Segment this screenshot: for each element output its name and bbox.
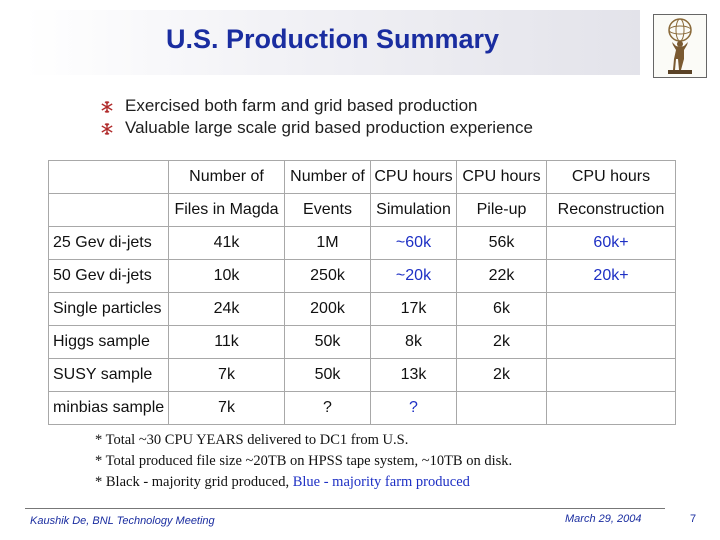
row-label: minbias sample <box>48 391 169 425</box>
header-cell: CPU hours <box>370 160 457 194</box>
header-cell: Simulation <box>370 193 457 227</box>
page-number: 7 <box>690 513 697 525</box>
header-cell <box>48 193 169 227</box>
note-line: * Black - majority grid produced, Blue -… <box>95 472 512 493</box>
table-cell: ~20k <box>370 259 457 293</box>
header-cell: Reconstruction <box>546 193 676 227</box>
bullet-item: Exercised both farm and grid based produ… <box>100 95 533 117</box>
footer-date: March 29, 2004 <box>565 513 642 525</box>
row-label: 25 Gev di-jets <box>48 226 169 260</box>
table-cell: 200k <box>284 292 371 326</box>
table-cell: ? <box>284 391 371 425</box>
note-line: * Total ~30 CPU YEARS delivered to DC1 f… <box>95 432 409 448</box>
footer-divider <box>25 508 665 509</box>
atlas-logo-svg <box>668 18 692 74</box>
table-cell: 1M <box>284 226 371 260</box>
header-cell: CPU hours <box>546 160 676 194</box>
note-line: * Total produced file size ~20TB on HPSS… <box>95 453 513 469</box>
header-cell: Number of <box>168 160 285 194</box>
table-row: minbias sample 7k ? ? <box>48 391 676 425</box>
notes: * Total ~30 CPU YEARS delivered to DC1 f… <box>95 430 512 493</box>
table-cell: 17k <box>370 292 457 326</box>
table-cell: 22k <box>456 259 547 293</box>
table-row: Single particles 24k 200k 17k 6k <box>48 292 676 326</box>
table-cell: 11k <box>168 325 285 359</box>
bullet-text: Valuable large scale grid based producti… <box>125 118 533 137</box>
table-cell: 50k <box>284 358 371 392</box>
bullet-text: Exercised both farm and grid based produ… <box>125 96 478 115</box>
table-cell <box>456 391 547 425</box>
atlas-logo-icon <box>653 14 707 78</box>
bullet-list: Exercised both farm and grid based produ… <box>100 95 533 139</box>
table-cell: 250k <box>284 259 371 293</box>
header-cell: Number of <box>284 160 371 194</box>
table-cell: 24k <box>168 292 285 326</box>
row-label: SUSY sample <box>48 358 169 392</box>
production-summary-table: Number of Number of CPU hours CPU hours … <box>48 160 676 425</box>
table-cell: 50k <box>284 325 371 359</box>
row-label: Higgs sample <box>48 325 169 359</box>
table-header-row: Number of Number of CPU hours CPU hours … <box>48 160 676 194</box>
row-label: 50 Gev di-jets <box>48 259 169 293</box>
snowflake-bullet-icon <box>100 99 114 113</box>
table-cell: 13k <box>370 358 457 392</box>
table-cell <box>546 292 676 326</box>
table-cell: 2k <box>456 358 547 392</box>
table-cell: 60k+ <box>546 226 676 260</box>
table-cell: 6k <box>456 292 547 326</box>
header-cell: Pile-up <box>456 193 547 227</box>
row-label: Single particles <box>48 292 169 326</box>
table-cell: 7k <box>168 391 285 425</box>
table-cell: 7k <box>168 358 285 392</box>
table-cell: 41k <box>168 226 285 260</box>
footer-author: Kaushik De, BNL Technology Meeting <box>30 515 215 527</box>
table-row: SUSY sample 7k 50k 13k 2k <box>48 358 676 392</box>
title-bar: U.S. Production Summary <box>25 10 640 75</box>
table-cell: 2k <box>456 325 547 359</box>
note-blue-text: Blue - majority farm produced <box>292 474 470 490</box>
table-cell <box>546 358 676 392</box>
table-cell <box>546 391 676 425</box>
note-black-text: * Black - majority grid produced, <box>95 474 293 490</box>
table-cell: 56k <box>456 226 547 260</box>
header-cell: CPU hours <box>456 160 547 194</box>
table-cell <box>546 325 676 359</box>
table-header-row: Files in Magda Events Simulation Pile-up… <box>48 193 676 227</box>
table-cell: 8k <box>370 325 457 359</box>
slide-title: U.S. Production Summary <box>165 24 500 54</box>
snowflake-bullet-icon <box>100 121 114 135</box>
table-row: 50 Gev di-jets 10k 250k ~20k 22k 20k+ <box>48 259 676 293</box>
table-cell: 10k <box>168 259 285 293</box>
table-cell: ? <box>370 391 457 425</box>
header-cell <box>48 160 169 194</box>
header-cell: Files in Magda <box>168 193 285 227</box>
table-cell: ~60k <box>370 226 457 260</box>
header-cell: Events <box>284 193 371 227</box>
table-cell: 20k+ <box>546 259 676 293</box>
bullet-item: Valuable large scale grid based producti… <box>100 117 533 139</box>
table-row: Higgs sample 11k 50k 8k 2k <box>48 325 676 359</box>
table-row: 25 Gev di-jets 41k 1M ~60k 56k 60k+ <box>48 226 676 260</box>
